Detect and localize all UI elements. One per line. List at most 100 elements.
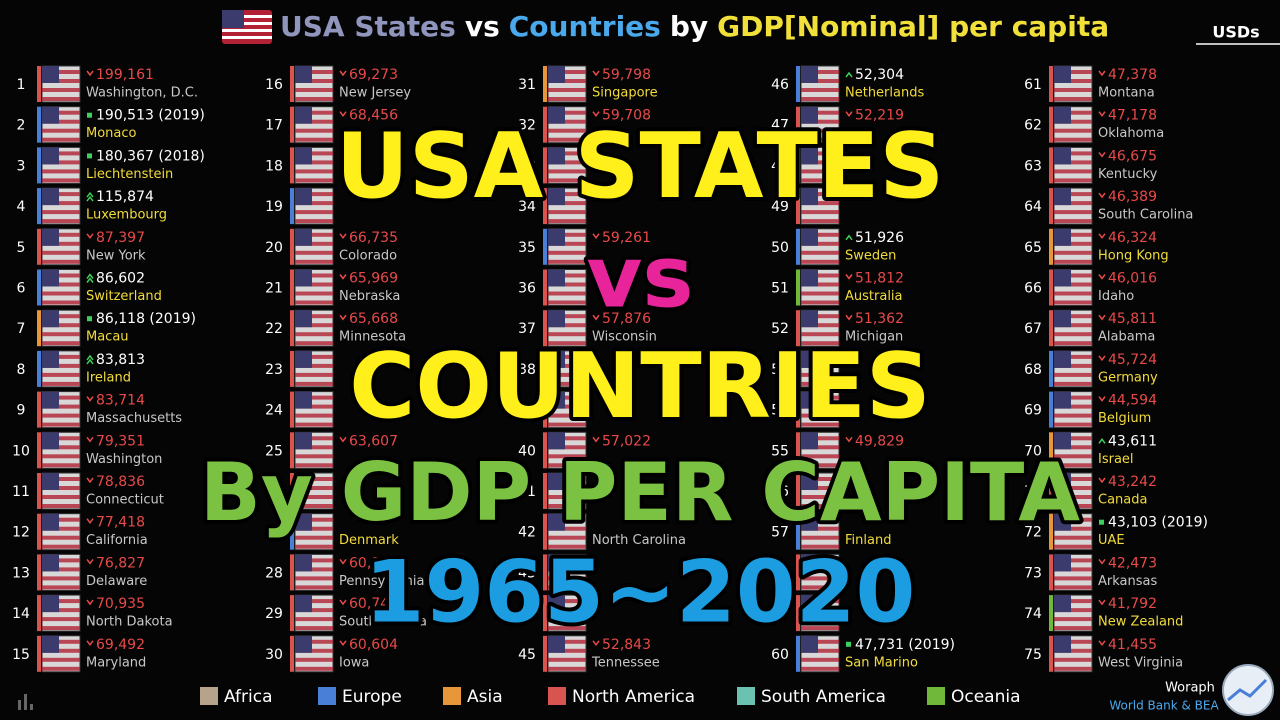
rank-number: 74 xyxy=(1024,606,1042,622)
rank-number: 26 xyxy=(265,484,283,500)
flag-stripe xyxy=(801,372,839,377)
flag-stripe xyxy=(801,436,839,441)
legend-label: Africa xyxy=(224,687,273,707)
flag-stripe xyxy=(42,617,80,622)
region-bar xyxy=(1049,66,1053,102)
entity-name: Michigan xyxy=(845,330,903,345)
flag-stripe xyxy=(1054,137,1092,142)
rank-number: 44 xyxy=(518,606,536,622)
legend-swatch xyxy=(737,687,755,705)
flag-stripe xyxy=(295,88,333,92)
flag-stripe xyxy=(548,567,586,572)
rank-number: 34 xyxy=(518,199,536,215)
region-bar xyxy=(543,106,547,143)
flag-canton xyxy=(801,595,818,613)
trend-arrow xyxy=(1098,314,1106,321)
region-bar xyxy=(290,513,294,550)
value-label: 47,378 xyxy=(1108,67,1157,83)
trend-arrow xyxy=(845,234,853,241)
entity-name: Kentucky xyxy=(1098,167,1158,182)
region-bar xyxy=(1049,269,1053,306)
overlay-text: By GDP PER CAPITA xyxy=(200,446,1080,539)
flag-stripe xyxy=(548,169,586,174)
rank-row: 56 xyxy=(771,472,840,510)
region-bar xyxy=(1049,228,1053,265)
flag-stripe xyxy=(1054,160,1092,165)
entity-name: Nebraska xyxy=(339,289,400,304)
rank-number: 45 xyxy=(518,647,536,663)
flag-canton xyxy=(1054,147,1071,165)
flag-stripe xyxy=(295,128,333,133)
rank-row: 43 xyxy=(518,553,587,591)
rank-number: 29 xyxy=(265,606,283,622)
flag-stripe xyxy=(548,617,586,622)
value-label: 45,724 xyxy=(1108,352,1157,368)
flag-canton xyxy=(801,513,818,531)
rank-row: 4 115,874 Luxembourg xyxy=(17,187,167,225)
trend-arrow xyxy=(1098,151,1106,158)
flag-stripe xyxy=(548,88,586,92)
flag-stripe xyxy=(801,88,839,92)
entity-name: Pennsylvania xyxy=(339,574,424,589)
rank-row: 33 xyxy=(518,146,587,184)
rank-number: 72 xyxy=(1024,525,1042,541)
title-part: by xyxy=(670,10,708,43)
flag-stripe xyxy=(42,404,80,409)
flag-stripe xyxy=(548,381,586,386)
trend-arrow xyxy=(1098,640,1106,647)
flag-stripe xyxy=(295,585,333,590)
trend-marker xyxy=(87,112,92,118)
rank-row: 37 57,876 Wisconsin xyxy=(518,309,657,347)
rank-row: 42 North Carolina xyxy=(518,513,686,551)
flag-canton xyxy=(548,635,565,653)
flag-stripe xyxy=(42,648,80,653)
region-bar xyxy=(37,310,41,347)
entity-name: California xyxy=(86,533,148,548)
rank-number: 33 xyxy=(518,158,536,174)
flag-stripe xyxy=(548,372,586,377)
trend-arrow xyxy=(1098,477,1106,484)
flag-stripe xyxy=(295,463,333,468)
flag-stripe xyxy=(295,201,333,206)
region-bar xyxy=(1049,188,1053,225)
region-bar xyxy=(1049,432,1053,469)
flag-stripe xyxy=(1054,151,1092,156)
value-label: 69,492 xyxy=(96,637,145,653)
rank-number: 37 xyxy=(518,321,536,337)
flag-stripe xyxy=(295,576,333,581)
flag-stripe xyxy=(42,576,80,581)
flag-stripe xyxy=(295,436,333,441)
trend-arrow xyxy=(1098,192,1106,199)
flag-stripe xyxy=(1054,219,1092,224)
value-label: 86,118 (2019) xyxy=(96,311,196,327)
rank-row: 67 45,811 Alabama xyxy=(1024,309,1157,347)
flag-stripe xyxy=(801,567,839,572)
flag-stripe xyxy=(801,585,839,590)
rank-row: 36 xyxy=(518,269,587,306)
flag-stripe xyxy=(1054,372,1092,377)
rank-row: 30 60,604 Iowa xyxy=(265,635,398,673)
flag-stripe xyxy=(295,160,333,165)
trend-arrow xyxy=(1098,233,1106,240)
overlay-text: 1965~2020 xyxy=(365,542,916,642)
brand: Woraph xyxy=(1165,681,1215,696)
rank-row: 70 43,611 Israel xyxy=(1024,431,1157,469)
value-label: 78,836 xyxy=(96,474,145,490)
flag-stripe xyxy=(42,354,80,359)
entity-name: Tennessee xyxy=(591,655,660,670)
flag-stripe xyxy=(42,486,80,490)
rank-row: 51 51,812 Australia xyxy=(771,269,904,306)
trend-arrow xyxy=(592,640,600,647)
flag-stripe xyxy=(1054,169,1092,174)
flag-stripe xyxy=(1054,495,1092,499)
entity-name: Germany xyxy=(1098,370,1158,385)
rank-row: 40 57,022 xyxy=(518,431,651,469)
trend-marker xyxy=(1099,519,1104,525)
region-bar xyxy=(290,147,294,184)
flag-stripe xyxy=(295,70,333,74)
flag-stripe xyxy=(801,413,839,418)
entity-name: North Carolina xyxy=(592,533,686,548)
title-part: USA States xyxy=(280,10,456,43)
entity-name: Iowa xyxy=(339,655,369,670)
flag-stripe xyxy=(801,201,839,206)
